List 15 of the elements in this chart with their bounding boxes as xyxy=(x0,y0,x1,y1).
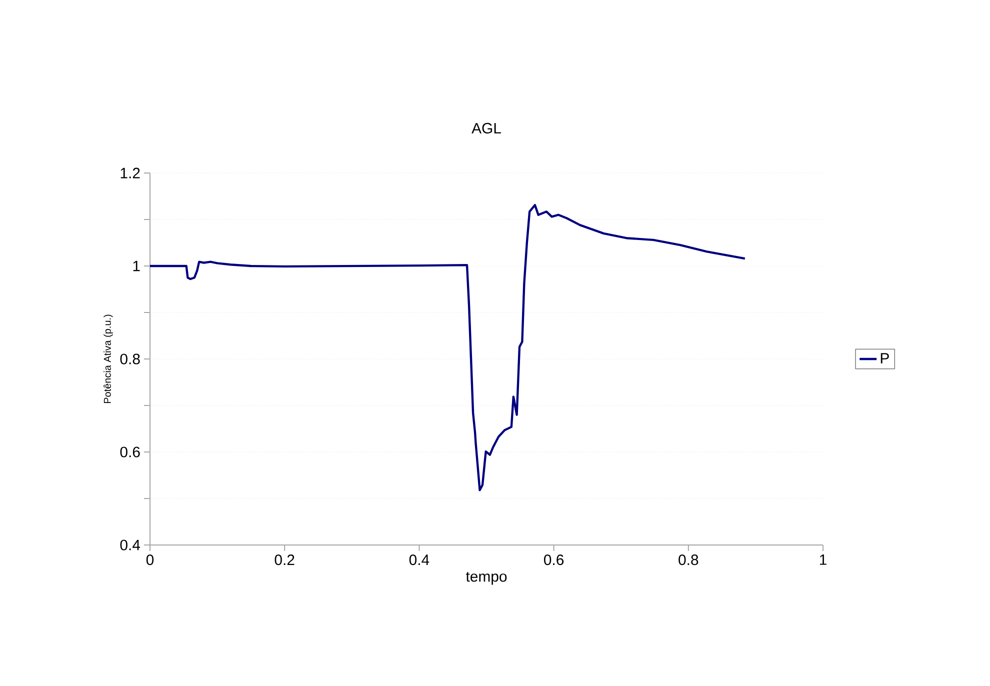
x-tick-label: 0.2 xyxy=(274,554,294,566)
chart-title: AGL xyxy=(472,122,501,134)
legend-label: P xyxy=(880,353,889,364)
x-tick-label: 0.8 xyxy=(678,554,698,566)
x-tick-label: 0.4 xyxy=(409,554,430,566)
y-tick-label: 1.2 xyxy=(120,168,140,178)
x-axis-title: tempo xyxy=(466,572,507,585)
x-tick-label: 0 xyxy=(146,554,154,566)
x-tick-label: 1 xyxy=(820,554,826,565)
y-tick-label: 0.4 xyxy=(120,540,140,550)
y-axis-title: Potência Ativa (p.u.) xyxy=(104,314,113,404)
y-tick-label: 0.8 xyxy=(120,354,140,364)
y-tick-label: 0.6 xyxy=(120,446,140,458)
x-tick-label: 0.6 xyxy=(544,554,564,566)
y-tick-label: 1 xyxy=(133,260,140,272)
